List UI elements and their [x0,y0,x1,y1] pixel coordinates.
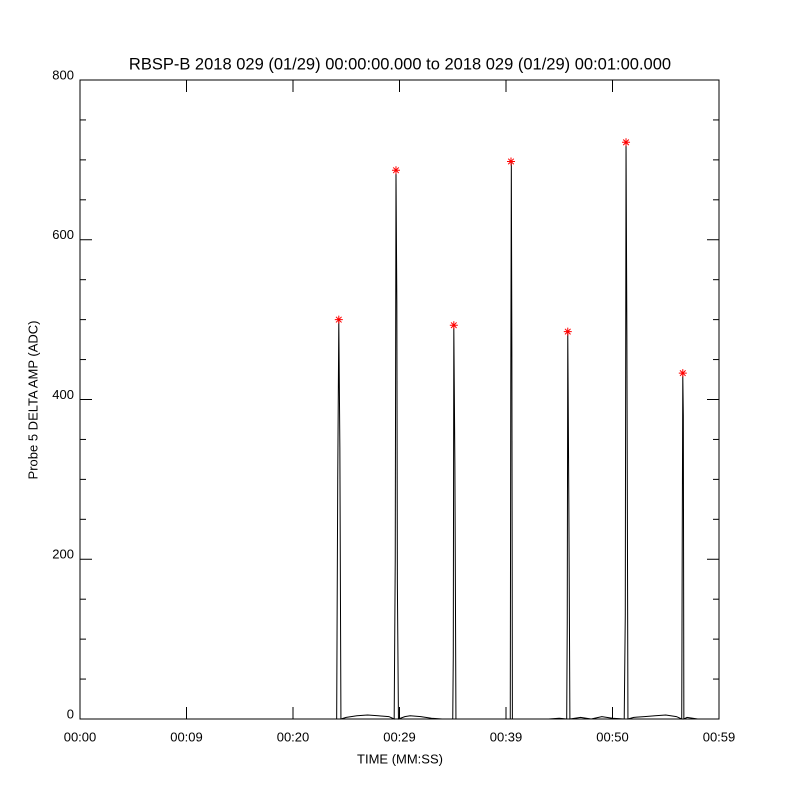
peak-marker [334,315,343,324]
x-axis-label: TIME (MM:SS) [357,751,443,766]
peak-marker [678,369,687,378]
chart-title: RBSP-B 2018 029 (01/29) 00:00:00.000 to … [129,55,671,73]
x-tick-label: 00:59 [703,729,736,744]
y-axis-label: Probe 5 DELTA AMP (ADC) [25,321,40,480]
x-tick-label: 00:09 [170,729,203,744]
y-tick-label: 200 [52,547,74,562]
peak-marker [449,321,458,330]
y-tick-label: 0 [67,706,74,721]
peak-marker [563,327,572,336]
peak-marker [391,166,400,175]
y-tick-label: 400 [52,387,74,402]
peak-marker [507,157,516,166]
x-tick-label: 00:39 [490,729,523,744]
x-tick-label: 00:00 [64,729,97,744]
x-tick-label: 00:29 [383,729,416,744]
y-tick-label: 600 [52,227,74,242]
x-tick-label: 00:20 [277,729,310,744]
peak-marker [622,138,631,147]
x-tick-label: 00:50 [596,729,629,744]
y-tick-label: 800 [52,67,74,82]
